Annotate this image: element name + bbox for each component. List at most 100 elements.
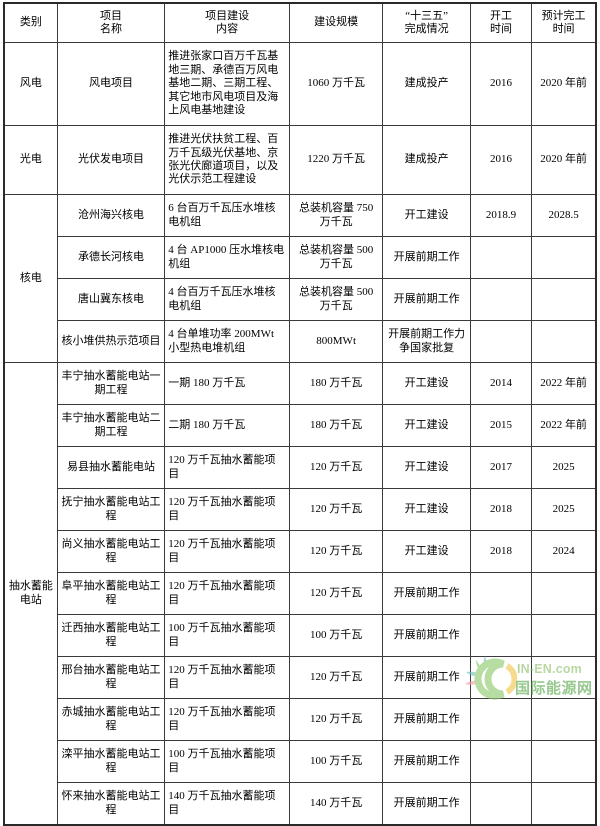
- table-row: 尚义抽水蓄能电站工程 120 万千瓦抽水蓄能项目 120 万千瓦 开工建设 2018 20…: [4, 530, 597, 573]
- project-content-cell: 100 万千瓦抽水蓄能项目: [164, 740, 290, 783]
- project-content-cell: 100 万千瓦抽水蓄能项目: [164, 614, 290, 657]
- project-start-cell: [469, 278, 533, 321]
- project-scale-cell: 1220 万千瓦: [288, 125, 384, 195]
- table-row: 唐山冀东核电 4 台百万千瓦压水堆核电机组 总装机容量 500 万千瓦 开展前期工作: [4, 278, 597, 321]
- header-row: 类别 项目 名称 项目建设 内容 建设规模 “十三五” 完成情况 开工 时间: [3, 2, 597, 43]
- project-finish-cell: [531, 740, 597, 783]
- table-row: 核小堆供热示范项目 4 台单堆功率 200MWt 小型热电堆机组 800MWt 开展前…: [4, 320, 597, 363]
- table-row: 邢台抽水蓄能电站工程 120 万千瓦抽水蓄能项目 120 万千瓦 开展前期工作: [4, 656, 597, 699]
- project-status-cell: 开展前期工作: [382, 698, 471, 741]
- table-body: 风电 风电项目 推进张家口百万千瓦基地三期、承德百万风电基地二期、三期工程、其它地市…: [3, 42, 597, 826]
- column-header-status-line1: “十三五”: [405, 9, 448, 22]
- project-status-cell: 开工建设: [382, 530, 471, 573]
- project-name-cell: 风电项目: [56, 42, 166, 126]
- project-scale-cell: 120 万千瓦: [288, 530, 384, 573]
- project-content-cell: 一期 180 万千瓦: [164, 362, 290, 405]
- project-finish-cell: 2022 年前: [531, 362, 597, 405]
- project-content-cell: 二期 180 万千瓦: [164, 404, 290, 447]
- project-finish-cell: [531, 236, 597, 279]
- project-name-cell: 迁西抽水蓄能电站工程: [56, 614, 166, 657]
- project-scale-cell: 总装机容量 500 万千瓦: [288, 236, 384, 279]
- column-header-status: “十三五” 完成情况: [382, 2, 471, 43]
- project-finish-cell: 2028.5: [531, 194, 597, 237]
- project-finish-cell: [531, 698, 597, 741]
- project-name-cell: 核小堆供热示范项目: [56, 320, 166, 363]
- project-finish-cell: [531, 656, 597, 699]
- category-cell: 光电: [3, 125, 58, 195]
- project-content-cell: 120 万千瓦抽水蓄能项目: [164, 698, 290, 741]
- project-status-cell: 开展前期工作力争国家批复: [382, 320, 471, 363]
- project-start-cell: 2017: [469, 446, 533, 489]
- project-scale-cell: 120 万千瓦: [288, 656, 384, 699]
- project-finish-cell: [531, 782, 597, 826]
- project-status-cell: 开展前期工作: [382, 656, 471, 699]
- project-start-cell: [469, 236, 533, 279]
- project-start-cell: 2016: [469, 42, 533, 126]
- project-name-cell: 滦平抽水蓄能电站工程: [56, 740, 166, 783]
- project-content-cell: 120 万千瓦抽水蓄能项目: [164, 530, 290, 573]
- project-scale-cell: 180 万千瓦: [288, 404, 384, 447]
- table-row: 风电 风电项目 推进张家口百万千瓦基地三期、承德百万风电基地二期、三期工程、其它地市…: [3, 42, 597, 126]
- project-scale-cell: 120 万千瓦: [288, 698, 384, 741]
- project-scale-cell: 总装机容量 750 万千瓦: [288, 194, 384, 237]
- project-content-cell: 6 台百万千瓦压水堆核电机组: [164, 194, 290, 237]
- project-status-cell: 开工建设: [382, 404, 471, 447]
- project-scale-cell: 120 万千瓦: [288, 446, 384, 489]
- project-content-cell: 4 台百万千瓦压水堆核电机组: [164, 278, 290, 321]
- column-header-finish: 预计完工 时间: [531, 2, 597, 43]
- project-content-cell: 120 万千瓦抽水蓄能项目: [164, 572, 290, 615]
- project-status-cell: 建成投产: [382, 42, 471, 126]
- column-header-name-line2: 名称: [100, 23, 123, 35]
- table-row: 光电 光伏发电项目 推进光伏扶贫工程、百万千瓦级光伏基地、京张光伏廊道项目，以及光伏…: [3, 125, 597, 195]
- project-name-cell: 丰宁抽水蓄能电站一期工程: [56, 362, 166, 405]
- project-start-cell: 2016: [469, 125, 533, 195]
- project-status-cell: 建成投产: [382, 125, 471, 195]
- project-scale-cell: 总装机容量 500 万千瓦: [288, 278, 384, 321]
- project-finish-cell: 2025: [531, 446, 597, 489]
- project-finish-cell: 2025: [531, 488, 597, 531]
- project-start-cell: 2018.9: [469, 194, 533, 237]
- project-finish-cell: 2020 年前: [531, 42, 597, 126]
- project-start-cell: [469, 740, 533, 783]
- project-scale-cell: 100 万千瓦: [288, 614, 384, 657]
- project-finish-cell: 2024: [531, 530, 597, 573]
- project-status-cell: 开展前期工作: [382, 740, 471, 783]
- project-start-cell: [469, 320, 533, 363]
- category-cell: 风电: [3, 42, 58, 126]
- project-start-cell: [469, 656, 533, 699]
- table-row: 抚宁抽水蓄能电站工程 120 万千瓦抽水蓄能项目 120 万千瓦 开工建设 2018 20…: [4, 488, 597, 531]
- column-header-start-line2: 时间: [489, 23, 512, 35]
- column-header-scale: 建设规模: [288, 2, 384, 43]
- project-start-cell: 2018: [469, 530, 533, 573]
- project-name-cell: 阜平抽水蓄能电站工程: [56, 572, 166, 615]
- project-content-cell: 4 台单堆功率 200MWt 小型热电堆机组: [164, 320, 290, 363]
- project-finish-cell: [531, 278, 597, 321]
- project-status-cell: 开展前期工作: [382, 236, 471, 279]
- table-row: 迁西抽水蓄能电站工程 100 万千瓦抽水蓄能项目 100 万千瓦 开展前期工作: [4, 614, 597, 657]
- project-start-cell: 2014: [469, 362, 533, 405]
- column-header-content-line2: 内容: [216, 23, 239, 35]
- project-scale-cell: 1060 万千瓦: [288, 42, 384, 126]
- project-content-cell: 140 万千瓦抽水蓄能项目: [164, 782, 290, 826]
- project-start-cell: 2015: [469, 404, 533, 447]
- project-start-cell: [469, 572, 533, 615]
- category-cell: 核电: [3, 194, 58, 363]
- table-row: 怀来抽水蓄能电站工程 140 万千瓦抽水蓄能项目 140 万千瓦 开展前期工作: [4, 782, 597, 826]
- table-row: 丰宁抽水蓄能电站二期工程 二期 180 万千瓦 180 万千瓦 开工建设 2015 202…: [4, 404, 597, 447]
- project-name-cell: 丰宁抽水蓄能电站二期工程: [56, 404, 166, 447]
- project-name-cell: 邢台抽水蓄能电站工程: [56, 656, 166, 699]
- project-start-cell: [469, 614, 533, 657]
- project-content-cell: 120 万千瓦抽水蓄能项目: [164, 656, 290, 699]
- project-content-cell: 120 万千瓦抽水蓄能项目: [164, 446, 290, 489]
- column-header-name: 项目 名称: [56, 2, 166, 43]
- column-header-finish-line1: 预计完工: [541, 9, 586, 22]
- project-start-cell: 2018: [469, 488, 533, 531]
- column-header-start-line1: 开工: [489, 9, 512, 22]
- project-finish-cell: [531, 614, 597, 657]
- project-finish-cell: 2020 年前: [531, 125, 597, 195]
- project-name-cell: 沧州海兴核电: [56, 194, 166, 237]
- project-name-cell: 易县抽水蓄能电站: [56, 446, 166, 489]
- project-name-cell: 赤城抽水蓄能电站工程: [56, 698, 166, 741]
- column-header-start: 开工 时间: [469, 2, 533, 43]
- project-name-cell: 尚义抽水蓄能电站工程: [56, 530, 166, 573]
